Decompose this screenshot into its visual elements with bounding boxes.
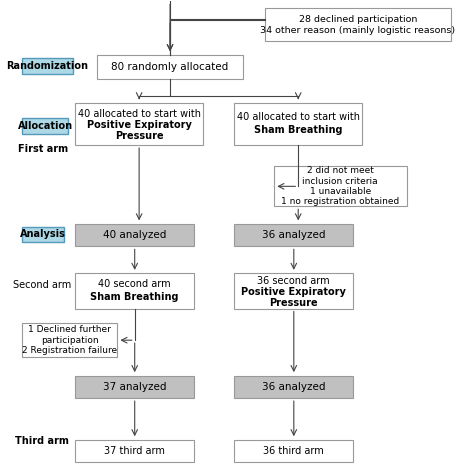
Bar — [22, 118, 68, 134]
Text: 40 analyzed: 40 analyzed — [103, 230, 166, 240]
Text: Sham Breathing: Sham Breathing — [254, 125, 343, 135]
Text: Randomization: Randomization — [7, 62, 89, 72]
Text: 40 second arm: 40 second arm — [99, 279, 171, 289]
Bar — [234, 103, 362, 145]
Text: 36 second arm: 36 second arm — [257, 275, 330, 286]
Bar — [234, 439, 354, 462]
Text: 1 Declined further
participation
2 Registration failure: 1 Declined further participation 2 Regis… — [22, 325, 117, 355]
Text: First arm: First arm — [18, 145, 68, 155]
Text: Positive Expiratory: Positive Expiratory — [241, 287, 346, 297]
Text: 36 third arm: 36 third arm — [264, 446, 324, 456]
Bar — [22, 58, 73, 74]
Text: 40 allocated to start with: 40 allocated to start with — [78, 109, 201, 118]
Bar — [234, 273, 354, 309]
Bar — [97, 55, 243, 79]
Bar — [234, 375, 354, 398]
Bar — [22, 227, 64, 242]
Bar — [22, 323, 117, 357]
Bar — [75, 103, 203, 145]
Text: 37 third arm: 37 third arm — [104, 446, 165, 456]
Text: Positive Expiratory: Positive Expiratory — [87, 120, 191, 130]
Bar — [274, 166, 407, 206]
Text: 36 analyzed: 36 analyzed — [262, 230, 326, 240]
Bar — [234, 224, 354, 246]
Text: Second arm: Second arm — [13, 280, 71, 290]
Text: Sham Breathing: Sham Breathing — [91, 292, 179, 302]
Text: Allocation: Allocation — [18, 121, 73, 131]
Bar — [75, 273, 194, 309]
Text: 28 declined participation
34 other reason (mainly logistic reasons): 28 declined participation 34 other reaso… — [260, 15, 456, 35]
Text: Analysis: Analysis — [20, 229, 66, 239]
Text: Pressure: Pressure — [270, 298, 318, 308]
Text: 2 did not meet
inclusion criteria
1 unavailable
1 no registration obtained: 2 did not meet inclusion criteria 1 unav… — [281, 166, 399, 207]
Bar — [75, 224, 194, 246]
Text: 80 randomly allocated: 80 randomly allocated — [111, 62, 228, 72]
Bar — [75, 439, 194, 462]
Bar — [265, 9, 451, 41]
Text: Third arm: Third arm — [15, 436, 69, 446]
Text: 37 analyzed: 37 analyzed — [103, 382, 166, 392]
Text: Pressure: Pressure — [115, 131, 164, 141]
Bar — [75, 375, 194, 398]
Text: 40 allocated to start with: 40 allocated to start with — [237, 112, 360, 122]
Text: 36 analyzed: 36 analyzed — [262, 382, 326, 392]
